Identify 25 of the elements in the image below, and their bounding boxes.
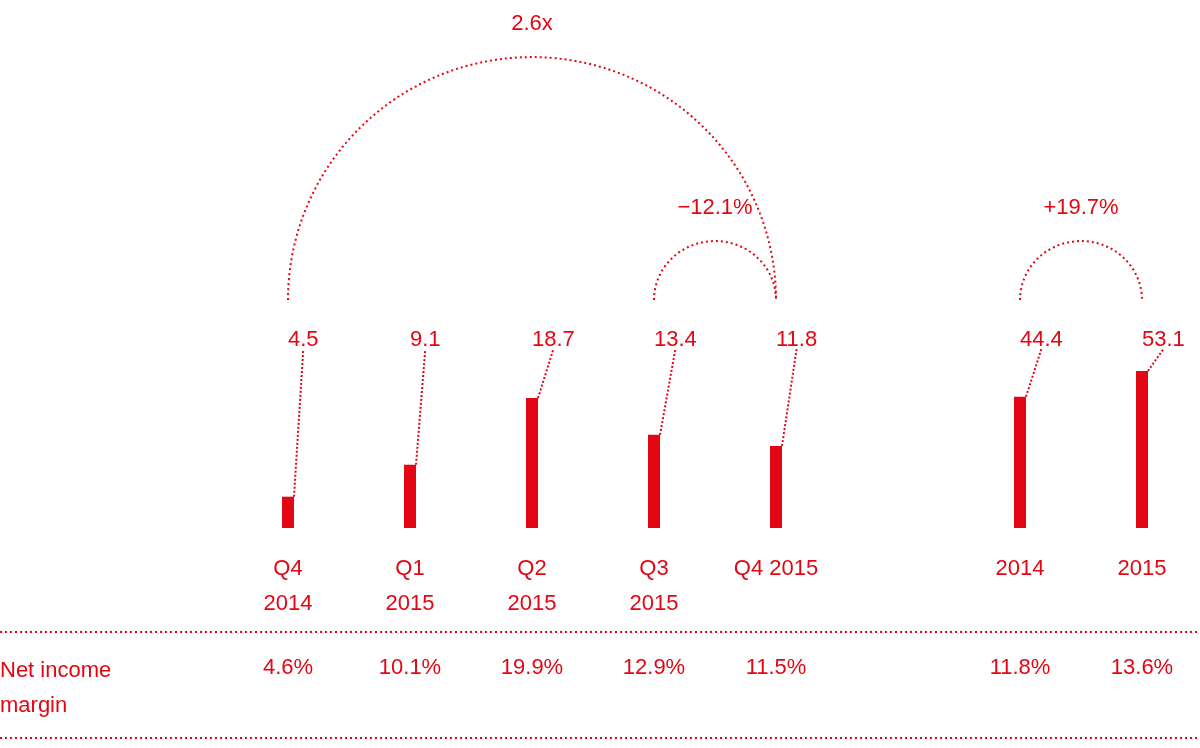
- text: 19.9%: [500, 654, 564, 679]
- data-label: 11.8: [776, 325, 818, 351]
- text: −12.1%: [676, 194, 754, 220]
- x-tick-label: 2014: [995, 555, 1045, 580]
- data-label: 44.4: [1020, 325, 1063, 351]
- text: 12.9%: [622, 654, 686, 679]
- x-tick-label: Q1 2015: [385, 555, 435, 615]
- data-label: 4.5: [288, 325, 319, 351]
- x-tick-label: Q3 2015: [629, 555, 679, 615]
- text: 2.6x: [510, 10, 554, 36]
- text: Net income margin: [0, 656, 113, 719]
- data-label: 9.1: [410, 325, 441, 351]
- text: +19.7%: [1042, 194, 1120, 220]
- text: 4.6%: [262, 654, 314, 679]
- data-label: 18.7: [532, 325, 575, 351]
- x-tick-label: Q4 2015: [733, 555, 819, 580]
- x-tick-label: Q4 2014: [263, 555, 313, 615]
- text: 10.1%: [378, 654, 442, 679]
- data-label: 13.4: [654, 325, 697, 351]
- x-tick-label: 2015: [1117, 555, 1167, 580]
- x-tick-label: Q2 2015: [507, 555, 557, 615]
- text: 11.5%: [745, 654, 807, 679]
- text: 11.8%: [989, 654, 1051, 679]
- data-label: 53.1: [1142, 325, 1185, 351]
- text: 13.6%: [1110, 654, 1174, 679]
